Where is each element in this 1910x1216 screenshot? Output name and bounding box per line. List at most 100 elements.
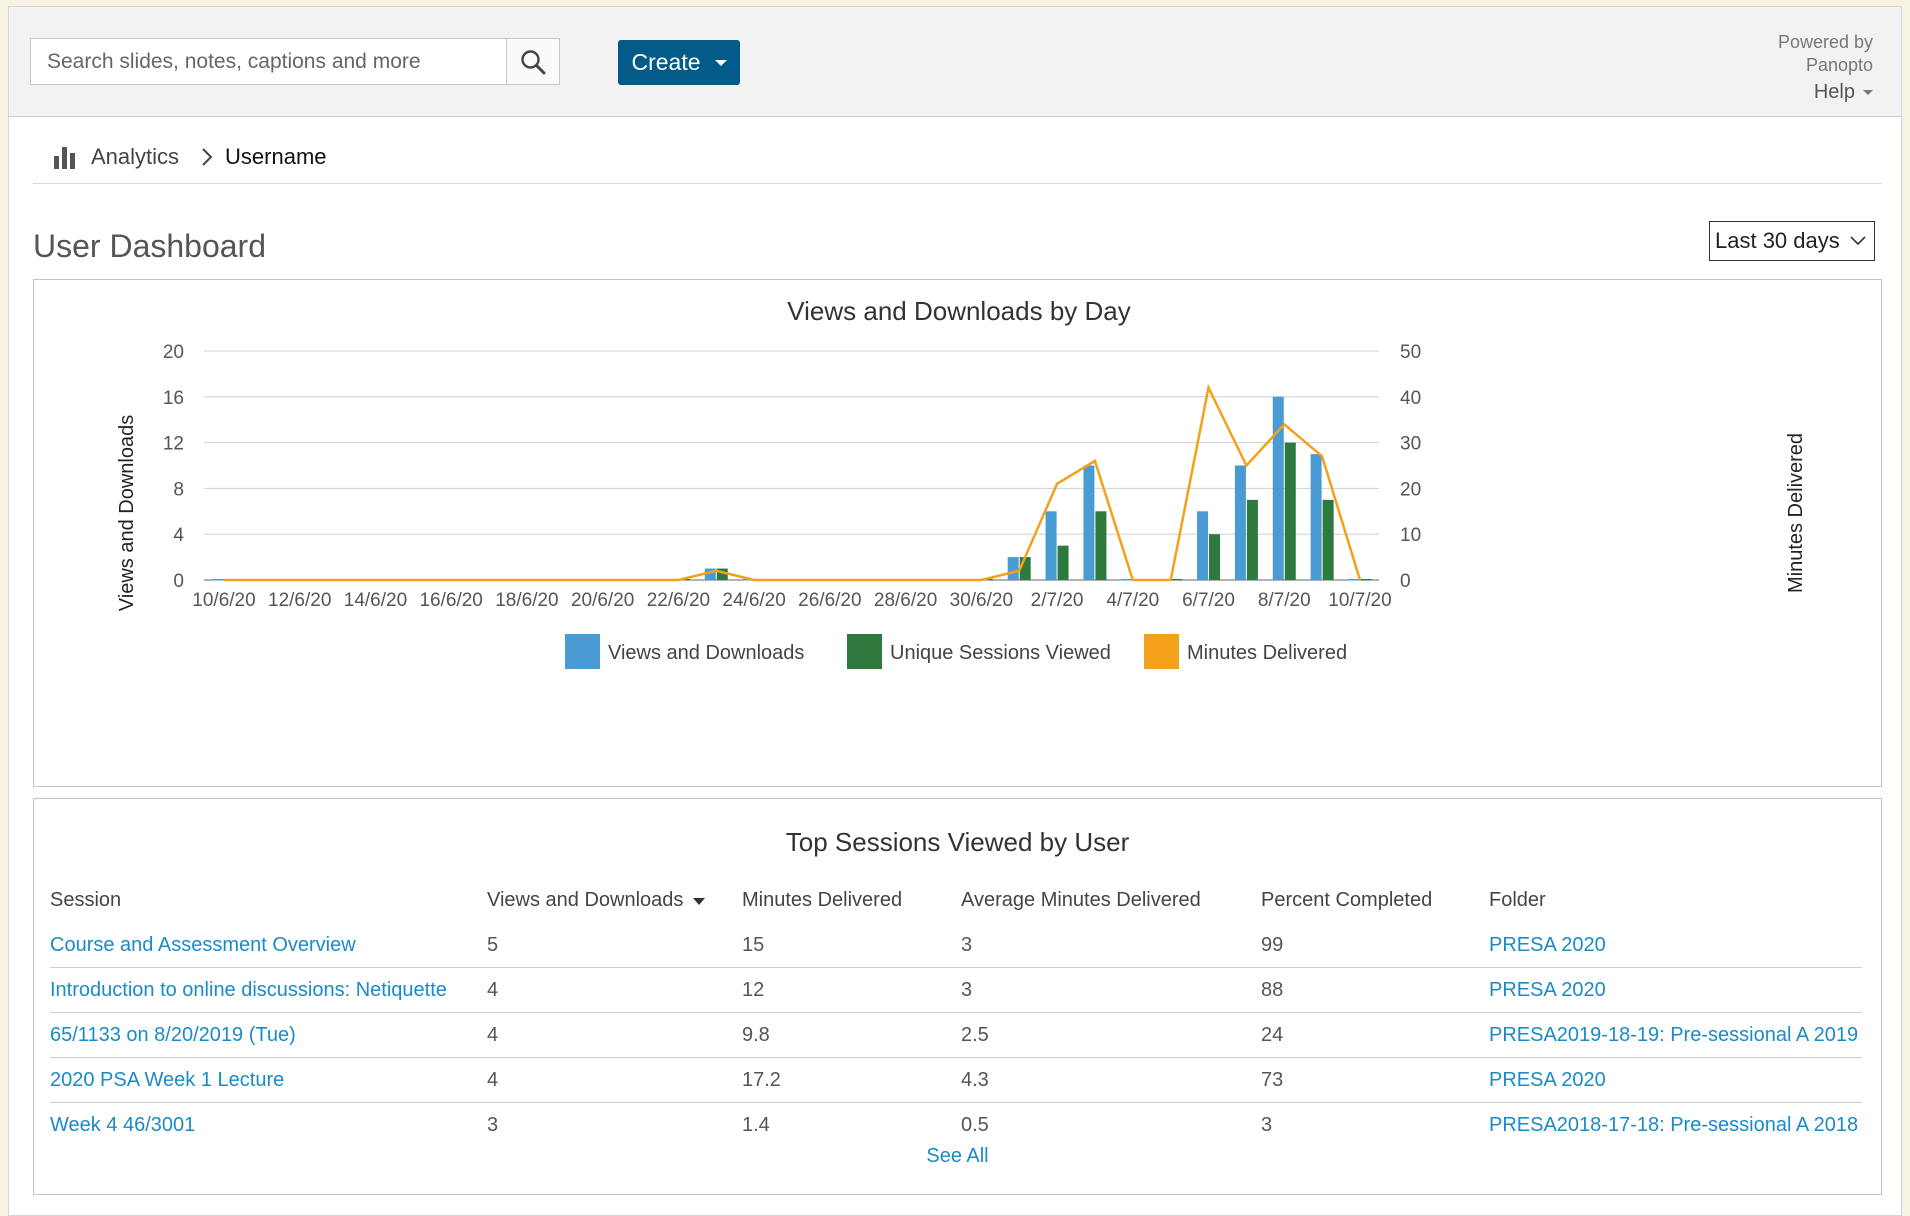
chevron-down-icon [714, 59, 727, 66]
y-tick-label: 16 [163, 388, 184, 409]
chart-y-ticks: 0 0 4 10 8 20 12 30 16 40 20 50 [163, 342, 1421, 592]
column-header-views-label: Views and Downloads [487, 888, 684, 911]
sort-desc-icon [693, 898, 706, 905]
average-cell: 3 [961, 978, 973, 1001]
sessions-bar [716, 568, 728, 580]
views-downloads-chart-panel: Views and Downloads by Day 0 0 4 10 8 20 12 30 1… [33, 279, 1882, 787]
breadcrumb-username: Username [225, 143, 327, 169]
x-tick-label: 4/7/20 [1106, 590, 1159, 611]
powered-by: Powered by Panopto [1778, 31, 1873, 77]
chart-x-ticks: 10/6/20 12/6/20 14/6/20 16/6/20 18/6/20 20/6/… [192, 590, 1391, 611]
help-menu[interactable]: Help [1814, 81, 1873, 104]
session-link[interactable]: 2020 PSA Week 1 Lecture [50, 1068, 285, 1091]
minutes-cell: 9.8 [742, 1023, 770, 1046]
session-link[interactable]: 65/1133 on 8/20/2019 (Tue) [50, 1023, 296, 1046]
views-bar [1234, 465, 1246, 580]
table-row: 65/1133 on 8/20/2019 (Tue) 4 9.8 2.5 24 PRESA… [50, 1013, 1862, 1058]
chevron-down-icon [1863, 90, 1873, 95]
minutes-cell: 12 [742, 978, 765, 1001]
y-tick-label: 12 [163, 434, 184, 455]
chart-y-axis-label: Views and Downloads [116, 415, 138, 611]
search-button[interactable] [506, 39, 559, 84]
x-tick-label: 22/6/20 [647, 590, 710, 611]
percent-cell: 73 [1261, 1068, 1284, 1091]
views-cell: 3 [487, 1114, 499, 1136]
minutes-cell: 1.4 [742, 1114, 770, 1136]
powered-by-line2: Panopto [1805, 55, 1873, 75]
views-bar [1083, 465, 1095, 580]
top-bar: Create Powered by Panopto Help [9, 7, 1901, 117]
x-tick-label: 6/7/20 [1182, 590, 1235, 611]
breadcrumb-analytics[interactable]: Analytics [53, 144, 179, 170]
top-sessions-title: Top Sessions Viewed by User [785, 827, 1130, 857]
x-tick-label: 24/6/20 [722, 590, 785, 611]
average-cell: 0.5 [961, 1114, 989, 1136]
average-cell: 4.3 [961, 1068, 989, 1091]
legend-label[interactable]: Unique Sessions Viewed [890, 642, 1111, 664]
sessions-bar [1246, 499, 1258, 580]
folder-link[interactable]: PRESA2019-18-19: Pre-sessional A 2019 [1489, 1023, 1859, 1046]
session-link[interactable]: Introduction to online discussions: Neti… [50, 978, 447, 1001]
views-cell: 4 [487, 1023, 499, 1046]
create-button-label: Create [631, 49, 701, 75]
percent-cell: 88 [1261, 978, 1284, 1001]
table-row: Course and Assessment Overview 5 15 3 99 PRES… [50, 923, 1862, 968]
legend-label[interactable]: Minutes Delivered [1187, 642, 1347, 664]
x-tick-label: 30/6/20 [950, 590, 1013, 611]
column-header-views[interactable]: Views and Downloads [487, 877, 706, 923]
column-header-average[interactable]: Average Minutes Delivered [961, 888, 1201, 911]
views-bar [1045, 511, 1057, 580]
search-icon [521, 49, 546, 74]
percent-cell: 3 [1261, 1114, 1273, 1136]
create-button[interactable]: Create [618, 40, 740, 85]
y-tick-label: 8 [173, 479, 184, 500]
x-tick-label: 10/6/20 [192, 590, 255, 611]
legend-swatch [847, 634, 882, 669]
percent-cell: 24 [1261, 1023, 1284, 1046]
views-bar [1310, 454, 1322, 580]
views-cell: 5 [487, 933, 499, 956]
legend-label[interactable]: Views and Downloads [608, 642, 804, 664]
chevron-right-icon [202, 147, 213, 166]
y-tick-label: 4 [173, 525, 184, 546]
x-tick-label: 8/7/20 [1258, 590, 1311, 611]
column-header-session[interactable]: Session [50, 888, 122, 911]
table-row: Introduction to online discussions: Neti… [50, 968, 1862, 1013]
sessions-bar [1209, 534, 1221, 580]
minutes-line [224, 383, 1362, 582]
chevron-down-icon [1850, 236, 1866, 246]
app-frame: Create Powered by Panopto Help Analytics… [8, 6, 1902, 1216]
folder-link[interactable]: PRESA2018-17-18: Pre-sessional A 2018 [1489, 1114, 1859, 1136]
session-link[interactable]: Week 4 46/3001 [50, 1114, 196, 1136]
folder-link[interactable]: PRESA 2020 [1489, 1068, 1606, 1091]
y-tick-label: 0 [173, 571, 184, 592]
x-tick-label: 10/7/20 [1328, 590, 1391, 611]
legend-swatch [1144, 634, 1179, 669]
x-tick-label: 12/6/20 [268, 590, 331, 611]
legend-swatch [565, 634, 600, 669]
sessions-bar [1322, 499, 1334, 580]
folder-link[interactable]: PRESA 2020 [1489, 978, 1606, 1001]
views-bar [1007, 557, 1019, 580]
date-range-value: Last 30 days [1715, 228, 1840, 253]
views-bar [1348, 579, 1360, 581]
top-sessions-panel: Top Sessions Viewed by User Session View… [33, 798, 1882, 1195]
search-input[interactable] [31, 39, 506, 84]
views-bar [1197, 511, 1209, 580]
y-tick-label: 20 [163, 342, 184, 363]
session-link[interactable]: Course and Assessment Overview [50, 933, 356, 956]
chart-y2-axis-label: Minutes Delivered [1785, 433, 1807, 593]
see-all-link[interactable]: See All [926, 1145, 989, 1167]
folder-link[interactable]: PRESA 2020 [1489, 933, 1606, 956]
column-header-folder[interactable]: Folder [1489, 888, 1546, 911]
chart-line [224, 383, 1362, 582]
breadcrumb-analytics-label: Analytics [91, 143, 180, 169]
y2-tick-label: 30 [1400, 434, 1421, 455]
minutes-cell: 15 [742, 933, 765, 956]
views-bar [704, 568, 716, 580]
date-range-select[interactable]: Last 30 days [1709, 221, 1875, 261]
column-header-percent[interactable]: Percent Completed [1261, 888, 1433, 911]
column-header-minutes[interactable]: Minutes Delivered [742, 888, 903, 911]
x-tick-label: 20/6/20 [571, 590, 634, 611]
x-tick-label: 16/6/20 [419, 590, 482, 611]
